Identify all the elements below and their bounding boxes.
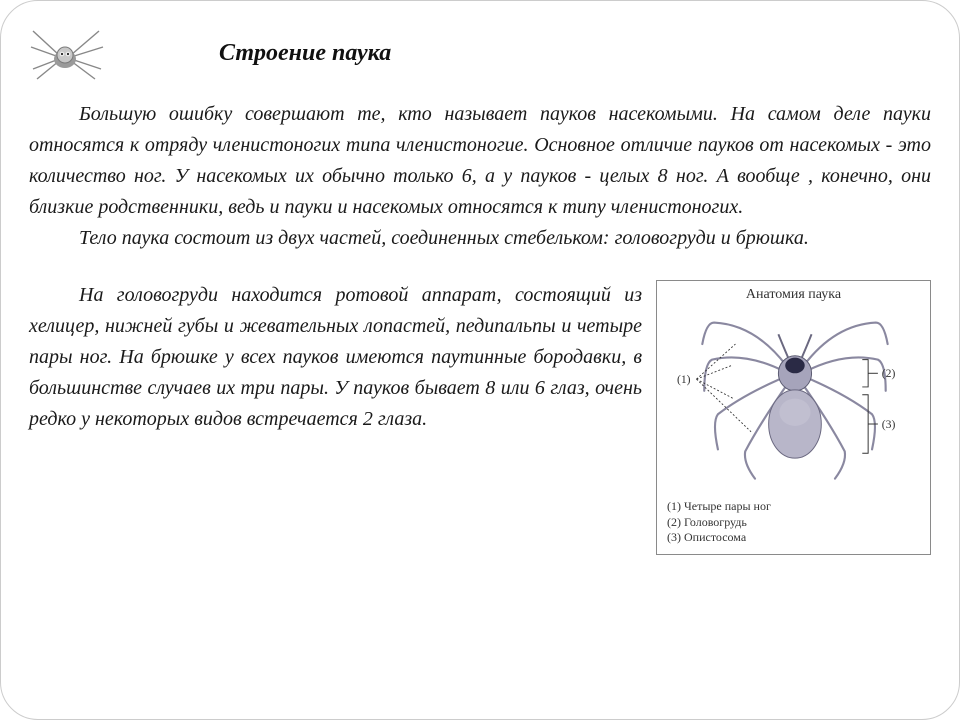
anatomy-figure: Анатомия паука <box>656 280 931 555</box>
body-text-lower: На головогруди находится ротовой аппарат… <box>29 280 642 435</box>
paragraph-3: На головогруди находится ротовой аппарат… <box>29 280 642 435</box>
page-title: Строение паука <box>219 40 391 67</box>
legend-line-1: (1) Четыре пары ног <box>667 499 771 515</box>
anatomy-diagram: (1) (2) (3) <box>664 305 924 495</box>
legend-line-3: (3) Опистосома <box>667 530 771 546</box>
paragraph-2: Тело паука состоит из двух частей, соеди… <box>29 223 931 254</box>
spider-icon <box>29 25 109 81</box>
body-text-upper: Большую ошибку совершают те, кто называе… <box>29 99 931 254</box>
slide-frame: Строение паука Большую ошибку совершают … <box>0 0 960 720</box>
legend-line-2: (2) Головогрудь <box>667 515 771 531</box>
lower-row: На головогруди находится ротовой аппарат… <box>29 280 931 555</box>
figure-title: Анатомия паука <box>746 287 841 303</box>
svg-text:(3): (3) <box>881 418 895 431</box>
figure-legend: (1) Четыре пары ног (2) Головогрудь (3) … <box>663 499 771 546</box>
paragraph-1: Большую ошибку совершают те, кто называе… <box>29 99 931 223</box>
svg-text:(1): (1) <box>676 373 690 386</box>
svg-text:(2): (2) <box>881 367 895 380</box>
header-row: Строение паука <box>29 25 931 81</box>
